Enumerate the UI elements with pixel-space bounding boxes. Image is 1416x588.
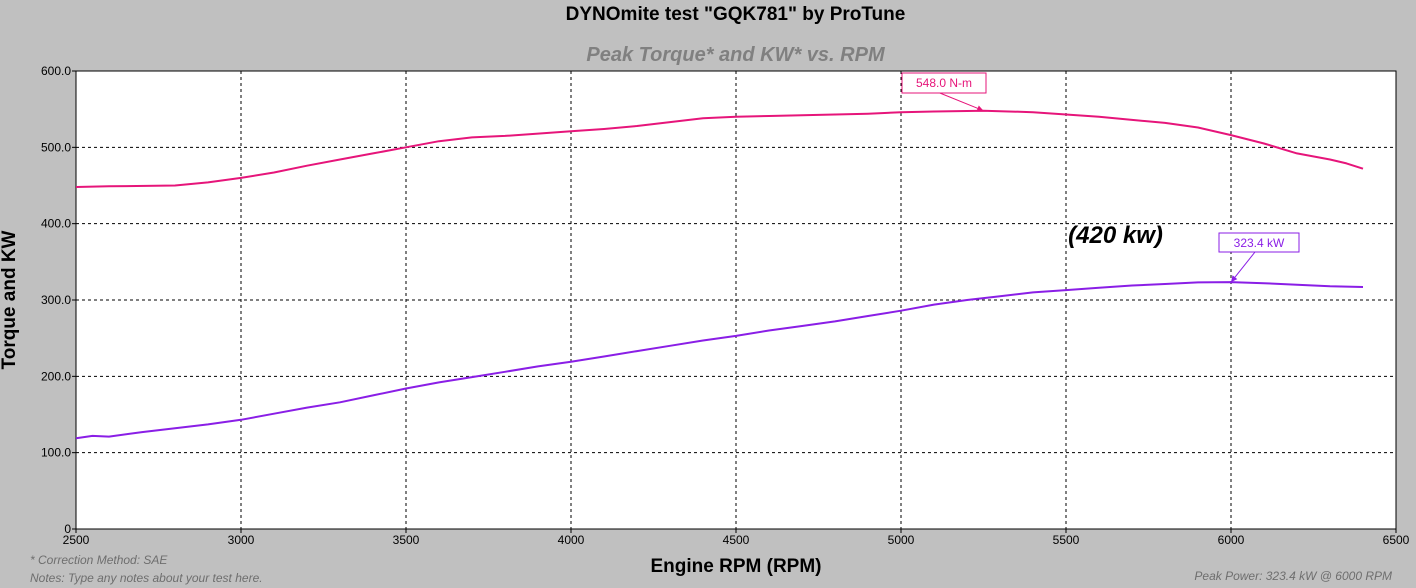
- y-tick-label: 300.0: [41, 293, 71, 307]
- peak-torque-label-arrow: [976, 105, 984, 112]
- series-line-torque: [75, 109, 1364, 188]
- y-tick-label: 400.0: [41, 217, 71, 231]
- peak-torque-label: 548.0 N-m: [916, 76, 972, 90]
- x-tick-label: 6000: [1218, 533, 1245, 547]
- peak-power-label: 323.4 kW: [1234, 236, 1285, 250]
- chart-subtitle: Peak Torque* and KW* vs. RPM: [586, 44, 885, 66]
- y-tick-label: 500.0: [41, 140, 71, 154]
- x-tick-label: 5000: [888, 533, 915, 547]
- y-tick-label: 0: [64, 522, 71, 536]
- axis-ticks: 2500 3000 3500 4000 4500 5000 5500 6000 6500 0 100…: [41, 64, 1410, 547]
- y-tick-label: 200.0: [41, 369, 71, 383]
- peak-torque-label-leader: [939, 92, 984, 112]
- x-tick-label: 3000: [228, 533, 255, 547]
- correction-method-note: * Correction Method: SAE: [30, 553, 168, 567]
- series-lines: [75, 109, 1364, 440]
- chart-title: DYNOmite test "GQK781" by ProTune: [565, 4, 906, 25]
- x-tick-label: 4000: [558, 533, 585, 547]
- custom-note-420kw: (420 kw): [1068, 222, 1163, 249]
- x-axis-label: Engine RPM (RPM): [651, 556, 822, 577]
- series-line-kw: [75, 281, 1364, 440]
- grid-lines: [76, 71, 1396, 529]
- peak-power-label-arrow: [1231, 275, 1238, 283]
- peak-torque-label-box: [901, 72, 987, 94]
- y-axis-label: Torque and KW: [0, 230, 20, 369]
- peak-power-label-leader: [1230, 251, 1256, 283]
- x-tick-label: 6500: [1383, 533, 1410, 547]
- y-tick-label: 600.0: [41, 64, 71, 78]
- annotations: 548.0 N-m 323.4 kW (420 kw): [901, 72, 1300, 283]
- test-notes: Notes: Type any notes about your test he…: [30, 571, 263, 585]
- peak-power-label-box: [1218, 232, 1300, 253]
- x-tick-label: 2500: [63, 533, 90, 547]
- x-tick-label: 4500: [723, 533, 750, 547]
- x-tick-label: 3500: [393, 533, 420, 547]
- y-tick-label: 100.0: [41, 446, 71, 460]
- peak-power-note: Peak Power: 323.4 kW @ 6000 RPM: [1194, 569, 1392, 583]
- x-tick-label: 5500: [1053, 533, 1080, 547]
